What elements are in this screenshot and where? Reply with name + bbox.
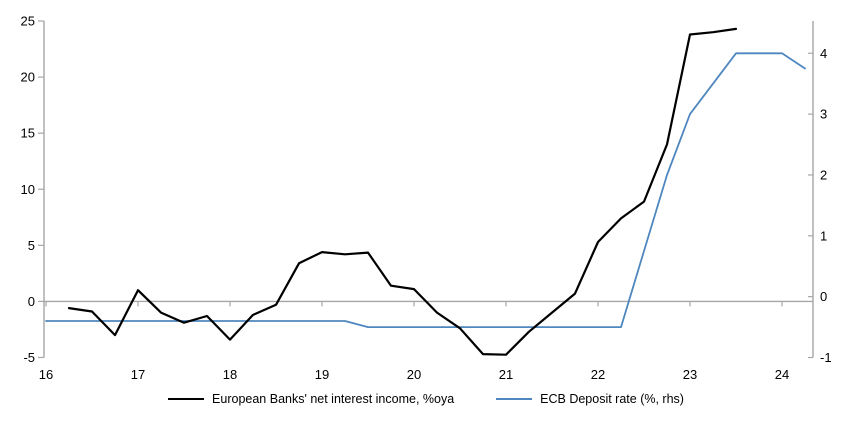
left-y-axis-label: -5 [23, 350, 35, 365]
x-axis-label: 18 [223, 367, 237, 382]
x-axis-label: 23 [683, 367, 697, 382]
x-axis-label: 19 [315, 367, 329, 382]
x-axis-label: 22 [591, 367, 605, 382]
series-net-interest-income-line [67, 27, 738, 356]
blue-line-swatch [496, 398, 533, 400]
right-y-axis-label: 3 [820, 107, 827, 122]
x-axis-label: 17 [131, 367, 145, 382]
left-y-axis-label: 0 [28, 294, 35, 309]
x-axis-label: 24 [775, 367, 789, 382]
left-y-axis-label: 20 [21, 70, 35, 85]
right-y-axis-label: 4 [820, 46, 827, 61]
black-line-swatch [168, 398, 205, 400]
left-y-axis-label: 15 [21, 126, 35, 141]
right-y-axis-label: 0 [820, 289, 827, 304]
legend-item-ecb-deposit-rate: ECB Deposit rate (%, rhs) [496, 392, 684, 406]
x-axis-label: 20 [407, 367, 421, 382]
legend-label: European Banks' net interest income, %oy… [212, 392, 455, 406]
x-axis-label: 21 [499, 367, 513, 382]
legend-item-net-interest-income: European Banks' net interest income, %oy… [168, 392, 454, 406]
left-y-axis-label: 10 [21, 182, 35, 197]
series-ecb-deposit-rate-line [45, 52, 806, 329]
left-y-axis-label: 5 [28, 238, 35, 253]
left-y-axis-label: 25 [21, 14, 35, 29]
right-y-axis-label: 2 [820, 167, 827, 182]
right-y-axis-label: 1 [820, 228, 827, 243]
right-y-axis-label: -1 [820, 350, 832, 365]
legend: European Banks' net interest income, %oy… [0, 392, 852, 406]
legend-label: ECB Deposit rate (%, rhs) [540, 392, 684, 406]
x-axis-label: 16 [39, 367, 53, 382]
